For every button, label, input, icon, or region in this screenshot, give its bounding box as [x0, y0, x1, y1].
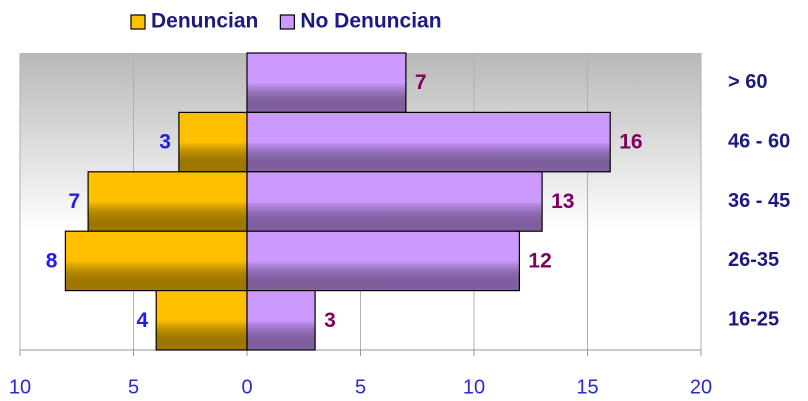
data-label: 12 — [528, 249, 551, 272]
data-label: 4 — [137, 309, 149, 332]
bar — [246, 290, 316, 351]
x-tick-label: 10 — [463, 376, 485, 398]
category-label: 36 - 45 — [728, 190, 790, 212]
data-label: 13 — [551, 190, 574, 213]
bar — [87, 171, 248, 232]
data-label: 3 — [159, 131, 171, 154]
data-label: 8 — [46, 249, 58, 272]
legend-label: No Denuncian — [300, 10, 441, 33]
x-tick-label: 5 — [355, 376, 366, 398]
bar — [246, 230, 520, 292]
category-label: > 60 — [728, 71, 767, 93]
bar — [178, 111, 248, 173]
data-label: 7 — [415, 71, 427, 94]
legend-swatch — [279, 14, 295, 30]
category-label: 46 - 60 — [728, 130, 790, 152]
bar — [155, 290, 248, 351]
data-label: 16 — [619, 131, 642, 154]
x-tick-label: 15 — [576, 376, 598, 398]
x-tick-label: 20 — [690, 376, 712, 398]
data-label: 3 — [324, 309, 336, 332]
data-label: 7 — [68, 190, 80, 213]
x-tick-label: 5 — [128, 376, 139, 398]
legend-label: Denuncian — [151, 10, 258, 33]
bar — [246, 111, 611, 173]
category-label: 16-25 — [728, 309, 779, 331]
bar — [246, 52, 407, 114]
x-tick-label: 10 — [9, 376, 31, 398]
bar — [246, 171, 543, 232]
bar — [64, 230, 248, 292]
category-label: 26-35 — [728, 249, 779, 271]
legend-swatch — [130, 14, 146, 30]
x-tick-label: 0 — [241, 376, 252, 398]
